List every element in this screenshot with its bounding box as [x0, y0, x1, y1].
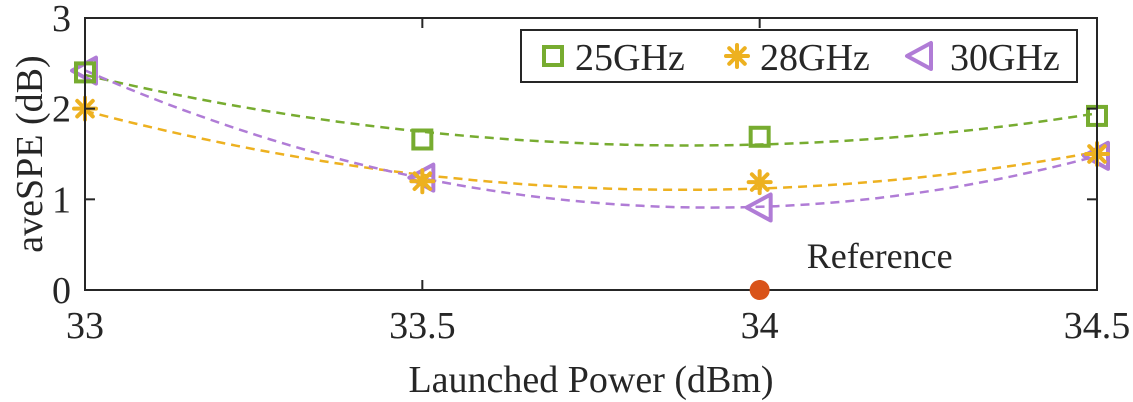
- point-28GHz: [746, 169, 773, 196]
- x-tick-label: 33: [66, 305, 104, 347]
- fit-curve-28GHz: [84, 109, 1098, 192]
- y-tick-label: 1: [52, 179, 71, 221]
- legend-label-28GHz: 28GHz: [760, 37, 870, 79]
- asterisk-spoke: [1095, 144, 1107, 156]
- y-tick-label: 2: [52, 89, 71, 131]
- point-25GHz: [748, 125, 771, 148]
- fit-curve-30GHz: [84, 69, 1098, 209]
- reference-group: Reference: [749, 236, 953, 300]
- legend-marker-30GHz: [905, 41, 933, 71]
- point-30GHz: [744, 192, 773, 223]
- x-tick-label: 34.5: [1064, 305, 1131, 347]
- legend-marker-28GHz: [724, 43, 750, 69]
- legend-marker-25GHz: [542, 45, 564, 67]
- legend-label-30GHz: 30GHz: [950, 37, 1060, 79]
- point-25GHz: [411, 128, 434, 151]
- legend: 25GHz 28GHz 30GHz: [520, 29, 1078, 83]
- fit-curve-25GHz: [84, 73, 1098, 147]
- asterisk-spoke: [420, 171, 433, 184]
- asterisk-spoke: [757, 172, 770, 185]
- plot-frame: [84, 17, 1098, 291]
- y-tick-label: 0: [52, 270, 71, 312]
- y-axis-label: aveSPE (dB): [9, 55, 51, 252]
- x-tick-label: 33.5: [389, 305, 456, 347]
- point-28GHz: [1084, 141, 1110, 167]
- y-tick-label: 3: [52, 0, 71, 40]
- legend-box: [520, 29, 1078, 83]
- asterisk-spoke: [83, 98, 95, 111]
- fit-curves: [84, 69, 1098, 209]
- reference-label: Reference: [807, 236, 953, 276]
- reference-point: [749, 280, 770, 300]
- asterisk-spoke: [735, 46, 747, 58]
- x-axis-label: Launched Power (dBm): [408, 359, 773, 401]
- x-tick-label: 34: [741, 305, 779, 347]
- legend-label-25GHz: 25GHz: [575, 37, 685, 79]
- axis-ticks: 33 33.5 34 34.5 0 1 2 3: [52, 0, 1130, 347]
- point-28GHz: [409, 168, 436, 195]
